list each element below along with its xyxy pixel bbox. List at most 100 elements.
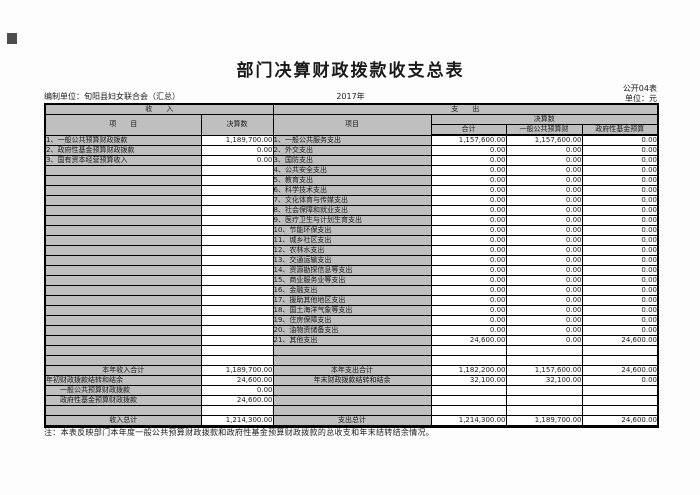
expense-fund-cell: 0.00	[581, 205, 659, 216]
expense-total-cell: 0.00	[430, 145, 507, 156]
income-item-cell	[44, 255, 202, 266]
expense-item-cell: 8、社会保障和就业支出	[272, 205, 432, 216]
expense-fund-cell: 0.00	[581, 315, 659, 326]
expense-item-cell: 2、外交支出	[272, 145, 432, 156]
expense-general-cell	[505, 385, 583, 396]
table-row: 8、社会保障和就业支出 0.00 0.00 0.00	[44, 205, 659, 216]
expense-item-header: 项目	[272, 114, 432, 136]
expense-total-cell: 0.00	[430, 285, 507, 296]
expense-total-cell: 0.00	[430, 255, 507, 266]
expense-section-header: 支 出	[272, 103, 659, 115]
expense-total-cell: 1,214,300.00	[430, 415, 507, 428]
expense-fund-cell: 0.00	[581, 325, 659, 336]
income-item-cell: 一般公共预算财政拨款	[44, 385, 202, 396]
expense-general-cell	[505, 395, 583, 406]
expense-item-cell: 支出总计	[272, 415, 432, 428]
expense-total-cell: 0.00	[430, 225, 507, 236]
expense-general-cell: 0.00	[505, 195, 583, 206]
expense-total-cell: 0.00	[430, 215, 507, 226]
expense-general-cell: 0.00	[505, 215, 583, 226]
income-item-cell	[44, 345, 202, 356]
expense-general-cell	[505, 345, 583, 356]
expense-item-cell: 6、科学技术支出	[272, 185, 432, 196]
expense-item-cell: 年末财政拨款结转和结余	[272, 375, 432, 386]
expense-item-cell: 7、文化体育与传媒支出	[272, 195, 432, 206]
income-amount-cell	[200, 285, 274, 296]
expense-total-cell: 0.00	[430, 245, 507, 256]
expense-general-cell: 0.00	[505, 155, 583, 166]
column-header-row: 项 目 决算数 项目 决算数	[44, 114, 659, 136]
expense-fund-cell: 0.00	[581, 265, 659, 276]
table-row: 本年收入合计 1,189,700.00 本年支出合计 1,182,200.00 1,15…	[44, 365, 659, 376]
income-amount-cell	[200, 345, 274, 356]
prepared-by-label: 编制单位：旬阳县妇女联合会（汇总）	[44, 92, 180, 101]
income-item-cell	[44, 245, 202, 256]
income-amount-cell	[200, 235, 274, 246]
table-row: 14、资源勘探信息等支出 0.00 0.00 0.00	[44, 265, 659, 276]
income-item-cell	[44, 405, 202, 416]
expense-item-cell: 18、国土海洋气象等支出	[272, 305, 432, 316]
income-item-header: 项 目	[44, 114, 202, 136]
expense-item-cell: 13、交通运输支出	[272, 255, 432, 266]
expense-fund-cell	[581, 395, 659, 406]
table-row: 9、医疗卫生与计划生育支出 0.00 0.00 0.00	[44, 215, 659, 226]
table-row: 7、文化体育与传媒支出 0.00 0.00 0.00	[44, 195, 659, 206]
scan-corner-mark	[7, 33, 17, 44]
table-row: 政府性基金预算财政拨款 24,600.00	[44, 395, 659, 406]
table-row: 13、交通运输支出 0.00 0.00 0.00	[44, 255, 659, 266]
expense-item-cell: 20、油物资储备支出	[272, 325, 432, 336]
expense-fund-cell: 24,600.00	[581, 365, 659, 376]
expense-item-cell	[272, 345, 432, 356]
expense-general-cell: 0.00	[505, 175, 583, 186]
income-amount-cell	[200, 185, 274, 196]
expense-fund-cell: 0.00	[581, 155, 659, 166]
expense-general-header: 一般公共预算财	[505, 124, 583, 136]
expense-item-cell	[272, 395, 432, 406]
expense-general-cell: 0.00	[505, 245, 583, 256]
income-item-cell	[44, 295, 202, 306]
expense-total-cell: 0.00	[430, 315, 507, 326]
table-row: 20、油物资储备支出 0.00 0.00 0.00	[44, 325, 659, 336]
income-amount-cell: 1,214,300.00	[200, 415, 274, 428]
expense-general-cell: 0.00	[505, 255, 583, 266]
section-header-row: 收 入 支 出	[44, 103, 659, 115]
expense-fund-cell: 0.00	[581, 285, 659, 296]
expense-fund-cell: 0.00	[581, 195, 659, 206]
income-item-cell: 2、政府性基金预算财政拨款	[44, 145, 202, 156]
form-number-label: 公开04表	[622, 84, 657, 93]
footnote: 注：本表反映部门本年度一般公共预算财政拨款和政府性基金预算财政拨款的总收支和年末…	[44, 428, 435, 437]
income-amount-cell	[200, 335, 274, 346]
income-amount-cell	[200, 245, 274, 256]
income-item-cell: 政府性基金预算财政拨款	[44, 395, 202, 406]
expense-general-cell	[505, 405, 583, 416]
income-amount-cell	[200, 215, 274, 226]
expense-total-cell	[430, 395, 507, 406]
expense-total-cell: 0.00	[430, 165, 507, 176]
expense-general-cell: 1,157,600.00	[505, 134, 583, 146]
income-amount-cell	[200, 165, 274, 176]
expense-fund-cell: 0.00	[581, 145, 659, 156]
expense-fund-cell	[581, 345, 659, 356]
expense-total-cell	[430, 405, 507, 416]
income-item-cell	[44, 205, 202, 216]
income-item-cell: 1、一般公共预算财政拨款	[44, 134, 202, 146]
expense-fund-cell: 24,600.00	[581, 415, 659, 428]
expense-fund-cell	[581, 385, 659, 396]
expense-general-cell	[505, 355, 583, 366]
expense-item-cell: 19、住房保障支出	[272, 315, 432, 326]
expense-total-cell: 0.00	[430, 275, 507, 286]
income-item-cell: 年初财政拨款结转和结余	[44, 375, 202, 386]
expense-general-cell: 0.00	[505, 145, 583, 156]
expense-amount-header: 决算数	[430, 114, 659, 125]
income-item-cell	[44, 185, 202, 196]
income-amount-header: 决算数	[200, 114, 274, 136]
table-row: 10、节能环保支出 0.00 0.00 0.00	[44, 225, 659, 236]
expense-item-cell: 17、援助其他地区支出	[272, 295, 432, 306]
table-row: 3、国有资本经营预算收入 0.00 3、国防支出 0.00 0.00 0.00	[44, 155, 659, 166]
table-row: 18、国土海洋气象等支出 0.00 0.00 0.00	[44, 305, 659, 316]
income-item-cell	[44, 235, 202, 246]
income-amount-cell: 0.00	[200, 145, 274, 156]
expense-fund-cell: 0.00	[581, 255, 659, 266]
expense-item-cell: 1、一般公共服务支出	[272, 134, 432, 146]
expense-total-cell: 0.00	[430, 185, 507, 196]
